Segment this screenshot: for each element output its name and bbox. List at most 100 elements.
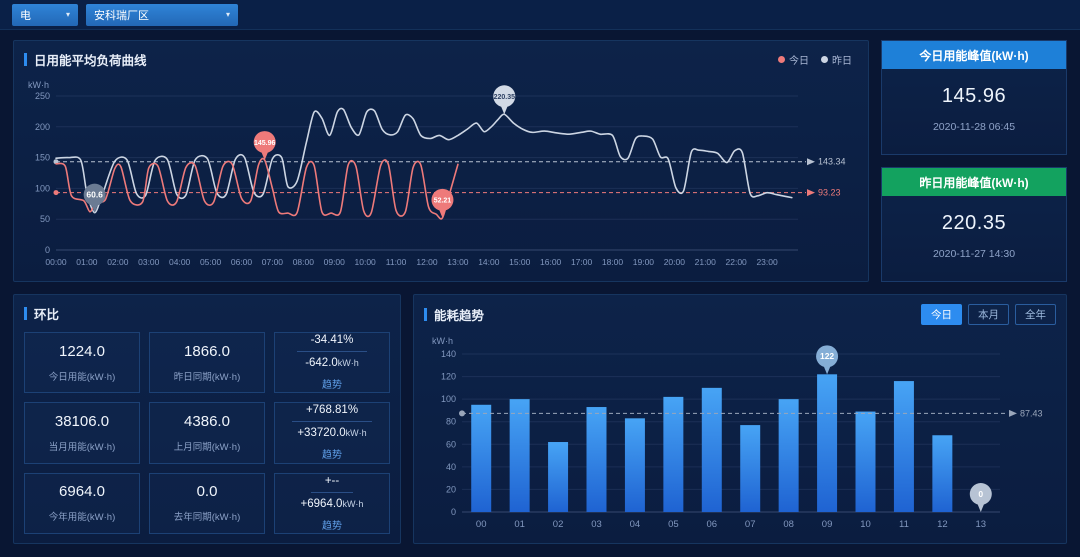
svg-text:100: 100 <box>35 183 50 193</box>
svg-text:200: 200 <box>35 122 50 132</box>
svg-text:06: 06 <box>706 519 717 530</box>
svg-text:20: 20 <box>446 484 456 494</box>
svg-text:19:00: 19:00 <box>633 257 655 267</box>
cell-year-trend: +-- +6964.0kW·h 趋势 <box>274 472 390 534</box>
svg-text:11: 11 <box>899 519 909 530</box>
energy-trend-title: 能耗趋势 今日 本月 全年 <box>414 295 1066 330</box>
svg-text:02:00: 02:00 <box>107 257 129 267</box>
svg-text:21:00: 21:00 <box>695 257 717 267</box>
legend-label-today: 今日 <box>789 56 809 67</box>
cell-value: 6964.0 <box>59 483 105 501</box>
trend-delta-unit: kW·h <box>345 428 367 439</box>
svg-text:93.23: 93.23 <box>818 188 841 198</box>
svg-text:10: 10 <box>860 519 871 530</box>
svg-text:18:00: 18:00 <box>602 257 624 267</box>
cell-label: 当月用能(kW·h) <box>48 441 116 453</box>
svg-text:00: 00 <box>476 519 487 530</box>
site-value: 安科瑞厂区 <box>94 9 149 22</box>
svg-text:12:00: 12:00 <box>416 257 438 267</box>
svg-text:06:00: 06:00 <box>231 257 253 267</box>
svg-text:13: 13 <box>975 519 986 530</box>
svg-text:220.35: 220.35 <box>494 94 516 101</box>
svg-text:143.34: 143.34 <box>818 157 846 167</box>
svg-text:10:00: 10:00 <box>355 257 377 267</box>
trend-delta-value: +33720.0 <box>297 427 346 440</box>
svg-text:kW·h: kW·h <box>28 80 49 90</box>
cell-lastyear-energy: 0.0 去年同期(kW·h) <box>149 472 265 534</box>
chevron-down-icon: ▾ <box>65 10 70 19</box>
svg-text:04: 04 <box>630 519 641 530</box>
compare-title-text: 环比 <box>34 308 60 322</box>
svg-text:120: 120 <box>441 372 456 382</box>
legend-dot-yesterday <box>821 56 828 63</box>
cell-month-trend: +768.81% +33720.0kW·h 趋势 <box>274 402 390 464</box>
svg-text:09: 09 <box>822 519 833 530</box>
cell-value: 4386.0 <box>184 412 230 430</box>
yesterday-peak-card: 昨日用能峰值(kW·h) 220.35 2020-11-27 14:30 <box>881 167 1067 282</box>
svg-text:80: 80 <box>446 417 456 427</box>
trend-delta-value: -642.0 <box>305 357 338 370</box>
trend-tabs: 今日 本月 全年 <box>921 304 1056 325</box>
svg-text:03: 03 <box>591 519 602 530</box>
svg-text:02: 02 <box>553 519 564 530</box>
svg-text:40: 40 <box>446 462 456 472</box>
svg-text:kW·h: kW·h <box>432 336 453 346</box>
svg-text:150: 150 <box>35 153 50 163</box>
svg-text:145.96: 145.96 <box>254 140 276 147</box>
tab-year[interactable]: 全年 <box>1015 304 1056 325</box>
site-select[interactable]: 安科瑞厂区 ▾ <box>86 3 238 26</box>
svg-text:12: 12 <box>937 519 948 530</box>
svg-text:0: 0 <box>451 507 456 517</box>
cell-label: 去年同期(kW·h) <box>173 512 241 524</box>
trend-percent: -34.41% <box>296 334 368 353</box>
tab-today[interactable]: 今日 <box>921 304 962 325</box>
cell-day-trend: -34.41% -642.0kW·h 趋势 <box>274 332 390 394</box>
trend-link[interactable]: 趋势 <box>322 380 342 392</box>
svg-text:250: 250 <box>35 91 50 101</box>
cell-month-energy: 38106.0 当月用能(kW·h) <box>24 402 140 464</box>
svg-text:22:00: 22:00 <box>726 257 748 267</box>
svg-text:07: 07 <box>745 519 756 530</box>
svg-text:13:00: 13:00 <box>447 257 469 267</box>
trend-percent: +768.81% <box>291 404 373 423</box>
yesterday-peak-time: 2020-11-27 14:30 <box>932 248 1016 260</box>
title-accent-bar <box>24 307 27 320</box>
trend-delta: +33720.0kW·h <box>297 427 366 439</box>
trend-delta-unit: kW·h <box>342 498 364 509</box>
energy-type-select[interactable]: 电 ▾ <box>12 3 78 26</box>
legend-item-yesterday[interactable]: 昨日 <box>821 52 852 67</box>
line-legend: 今日 昨日 <box>778 52 852 67</box>
svg-text:01:00: 01:00 <box>76 257 98 267</box>
top-row: 日用能平均负荷曲线 今日 昨日 0 50 100 150 200 250 kW·h 00:00… <box>13 40 1067 282</box>
legend-label-yesterday: 昨日 <box>832 56 852 67</box>
energy-trend-panel: 能耗趋势 今日 本月 全年 0 20 40 60 80 100 120 140 kW·h 00 01… <box>413 294 1067 544</box>
trend-delta: -642.0kW·h <box>305 357 359 369</box>
energy-trend-title-text: 能耗趋势 <box>434 309 485 323</box>
tab-month[interactable]: 本月 <box>968 304 1009 325</box>
yesterday-peak-header: 昨日用能峰值(kW·h) <box>882 168 1066 196</box>
trend-link[interactable]: 趋势 <box>322 450 342 462</box>
svg-text:05: 05 <box>668 519 679 530</box>
svg-text:14:00: 14:00 <box>478 257 500 267</box>
trend-link[interactable]: 趋势 <box>322 520 342 532</box>
svg-text:08: 08 <box>783 519 794 530</box>
svg-text:03:00: 03:00 <box>138 257 160 267</box>
title-accent-bar <box>24 53 27 66</box>
svg-text:16:00: 16:00 <box>540 257 562 267</box>
cell-value: 1866.0 <box>184 342 230 360</box>
svg-text:00:00: 00:00 <box>45 257 67 267</box>
load-curve-title-text: 日用能平均负荷曲线 <box>34 54 147 68</box>
load-curve-title: 日用能平均负荷曲线 <box>14 41 868 74</box>
today-peak-value: 145.96 <box>941 85 1007 107</box>
legend-item-today[interactable]: 今日 <box>778 52 809 67</box>
svg-text:60: 60 <box>446 439 456 449</box>
cell-yesterday-energy: 1866.0 昨日同期(kW·h) <box>149 332 265 394</box>
cell-value: 38106.0 <box>54 412 110 430</box>
main-area: 日用能平均负荷曲线 今日 昨日 0 50 100 150 200 250 kW·h 00:00… <box>0 30 1080 554</box>
cell-label: 上月同期(kW·h) <box>173 441 241 453</box>
legend-dot-today <box>778 56 785 63</box>
svg-text:09:00: 09:00 <box>324 257 346 267</box>
today-peak-header: 今日用能峰值(kW·h) <box>882 41 1066 69</box>
svg-text:07:00: 07:00 <box>262 257 284 267</box>
